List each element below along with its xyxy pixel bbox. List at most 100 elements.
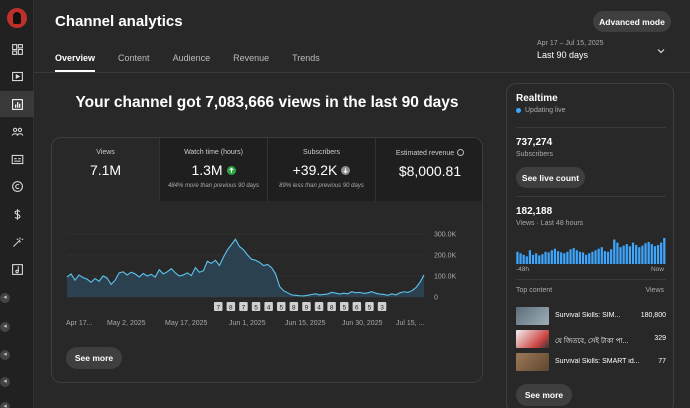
earn-icon[interactable] [0, 201, 34, 227]
advanced-mode-button[interactable]: Advanced mode [593, 11, 671, 32]
video-marker[interactable]: 9 [302, 302, 311, 311]
video-thumbnail [516, 307, 549, 325]
metric-revenue[interactable]: Estimated revenue $8,000.81 [376, 138, 482, 201]
analytics-icon[interactable] [0, 91, 34, 117]
collapsed-rail-icon[interactable]: ◂ [0, 322, 10, 332]
video-marker[interactable]: 6 [352, 302, 362, 311]
axis-end-label: Now [650, 266, 664, 273]
hourly-bar [538, 255, 541, 264]
views-chart[interactable]: 300.0K 200.0K 100.0K 0 7 8 7 5 4 5 8 9 4 8 5 6 5 3 Apr 17.… [52, 201, 483, 336]
tab-audience[interactable]: Audience [172, 53, 211, 63]
video-marker[interactable]: 5 [365, 302, 374, 311]
analytics-tabs: Overview Content Audience Revenue Trends [55, 53, 343, 72]
video-marker[interactable]: 8 [226, 302, 236, 311]
audio-library-icon[interactable] [0, 256, 34, 282]
marker-count: 3 [380, 304, 384, 311]
top-content-row[interactable]: Survival Skills: SMART id... 77 [516, 353, 666, 371]
community-icon[interactable] [0, 118, 34, 144]
hourly-bar [647, 241, 650, 264]
video-views: 329 [654, 335, 666, 342]
marker-count: 5 [342, 304, 346, 311]
marker-count: 8 [292, 304, 296, 311]
metric-tabs: Views 7.1M Watch time (hours) 1.3M 484% … [52, 138, 482, 201]
see-more-button[interactable]: See more [66, 347, 122, 369]
hourly-bar [650, 244, 653, 264]
marker-count: 8 [229, 304, 233, 311]
metric-comparison: 89% less than previous 90 days [279, 183, 364, 189]
metric-subscribers[interactable]: Subscribers +39.2K 89% less than previou… [268, 138, 376, 201]
page-title: Channel analytics [55, 13, 183, 30]
hourly-bar [572, 248, 575, 264]
axis-start-label: -48h [516, 266, 530, 273]
metric-watch-time[interactable]: Watch time (hours) 1.3M 484% more than p… [160, 138, 268, 201]
hourly-bar [597, 248, 600, 264]
video-views: 180,800 [640, 312, 666, 319]
hourly-bar [569, 249, 572, 264]
x-tick-label: Jul 15, ... [396, 320, 424, 327]
subtitles-icon[interactable] [0, 146, 34, 172]
customization-icon[interactable] [0, 229, 34, 255]
collapsed-rail-icon[interactable]: ◂ [0, 402, 10, 408]
copyright-icon[interactable] [0, 173, 34, 199]
marker-count: 5 [254, 304, 258, 311]
video-marker[interactable]: 5 [340, 302, 349, 311]
x-tick-label: May 2, 2025 [107, 320, 146, 327]
video-marker[interactable]: 4 [264, 302, 273, 311]
hourly-bar [581, 252, 585, 264]
video-marker[interactable]: 5 [251, 302, 261, 311]
marker-count: 6 [355, 304, 359, 311]
collapsed-rail-icon[interactable]: ◂ [0, 350, 10, 360]
video-marker[interactable]: 5 [277, 302, 286, 311]
top-content-row[interactable]: Survival Skills: SIM... 180,800 [516, 307, 666, 325]
tab-trends[interactable]: Trends [292, 53, 320, 63]
marker-count: 4 [317, 304, 321, 311]
hourly-bar [663, 238, 666, 264]
tab-overview[interactable]: Overview [55, 53, 96, 72]
video-marker[interactable]: 7 [239, 302, 248, 311]
metric-views[interactable]: Views 7.1M [52, 138, 160, 201]
tab-content[interactable]: Content [118, 53, 150, 63]
tab-revenue[interactable]: Revenue [233, 53, 270, 63]
x-tick-label: Jun 1, 2025 [229, 320, 266, 327]
video-marker[interactable]: 3 [377, 302, 387, 311]
top-content-row[interactable]: যে জিতবে, সেই টাকা পা... 329 [516, 330, 666, 348]
video-marker[interactable]: 7 [214, 302, 223, 311]
marker-count: 4 [267, 304, 271, 311]
realtime-bar-chart[interactable] [516, 236, 666, 264]
hourly-bar [628, 246, 632, 264]
hourly-bar [578, 251, 582, 264]
content-icon[interactable] [0, 63, 34, 89]
updating-live-text: Updating live [525, 107, 566, 114]
y-tick-label: 200.0K [434, 253, 457, 260]
video-marker[interactable]: 4 [314, 302, 324, 311]
marker-count: 5 [368, 304, 372, 311]
hourly-bar [635, 245, 638, 264]
x-tick-label: Jun 30, 2025 [342, 320, 383, 327]
channel-avatar[interactable] [7, 8, 27, 28]
collapsed-rail-icon[interactable]: ◂ [0, 377, 10, 387]
hourly-bar [541, 254, 544, 264]
see-live-count-button[interactable]: See live count [516, 167, 585, 188]
x-tick-label: Jun 15, 2025 [285, 320, 326, 327]
hourly-bar [547, 252, 550, 264]
hourly-bar [544, 251, 547, 264]
hourly-bar [550, 250, 553, 264]
video-marker[interactable]: 8 [289, 302, 299, 311]
video-thumbnail [516, 353, 549, 371]
hourly-bar [519, 253, 522, 264]
hourly-bar [591, 251, 594, 264]
arrow-up-icon [226, 165, 236, 175]
realtime-see-more-button[interactable]: See more [516, 384, 572, 406]
dashboard-icon[interactable] [0, 36, 34, 62]
marker-count: 8 [330, 304, 334, 311]
collapsed-rail-icon[interactable]: ◂ [0, 293, 10, 303]
hourly-bar [600, 247, 603, 264]
metric-value: +39.2K [292, 162, 338, 178]
hourly-bar [594, 250, 597, 264]
video-marker[interactable]: 8 [327, 302, 336, 311]
video-title: Survival Skills: SIM... [555, 312, 621, 319]
hourly-bar [616, 242, 619, 264]
hourly-bar [653, 246, 657, 264]
hourly-bar [525, 256, 528, 264]
date-range-picker[interactable]: Apr 17 – Jul 15, 2025 Last 90 days [537, 40, 672, 66]
